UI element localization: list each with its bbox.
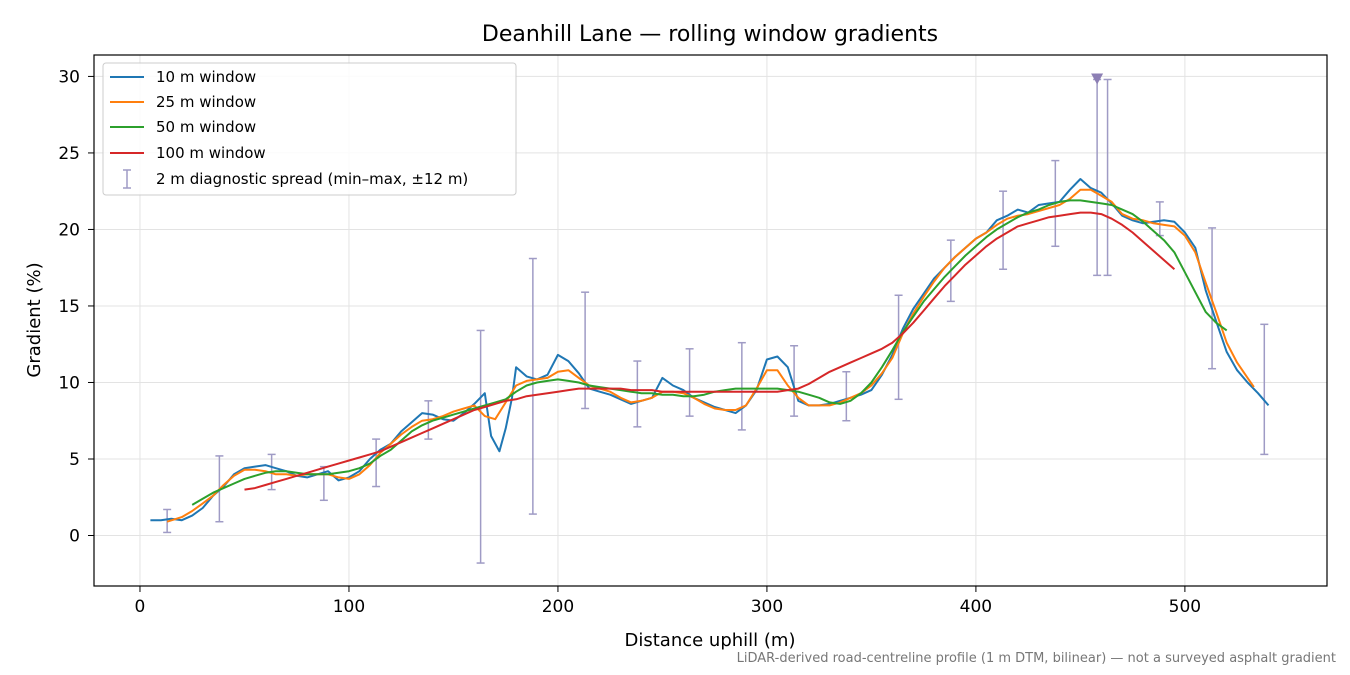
legend-box: [102, 62, 517, 196]
legend-label: 10 m window: [156, 68, 256, 86]
y-tick-label: 5: [69, 450, 80, 470]
clip-marker-triangle: [1091, 73, 1104, 85]
error-bar: [790, 344, 799, 417]
error-bar: [737, 341, 746, 431]
x-axis: 0 100 200 300 400 500: [135, 586, 1201, 617]
x-tick-label: 300: [751, 597, 783, 617]
legend-label: 25 m window: [156, 93, 256, 111]
legend-label: 2 m diagnostic spread (min–max, ±12 m): [156, 170, 468, 188]
x-tick-label: 500: [1169, 597, 1201, 617]
y-tick-label: 10: [58, 373, 80, 393]
legend: 10 m window 25 m window 50 m window 100 m w…: [102, 62, 517, 196]
error-bar: [1155, 201, 1164, 237]
x-tick-label: 200: [542, 597, 574, 617]
legend-label: 100 m window: [156, 144, 266, 162]
x-tick-label: 0: [135, 597, 146, 617]
x-axis-label: Distance uphill (m): [625, 630, 796, 651]
error-bar: [1260, 323, 1269, 456]
clip-marker: [1091, 73, 1104, 85]
x-tick-label: 400: [960, 597, 992, 617]
y-axis: 0 5 10 15 20 25 30: [58, 67, 94, 547]
plot-frame: [93, 54, 1328, 587]
error-bar: [999, 190, 1008, 270]
y-tick-label: 30: [58, 67, 80, 87]
y-tick-label: 0: [69, 527, 80, 547]
footnote: LiDAR-derived road-centreline profile (1…: [736, 651, 1336, 666]
error-bar: [581, 291, 590, 410]
error-bar: [1093, 78, 1102, 277]
y-tick-label: 25: [58, 144, 80, 164]
error-bar: [476, 329, 485, 564]
error-bar: [528, 257, 537, 515]
series-line: [166, 188, 1255, 523]
chart-title: Deanhill Lane — rolling window gradients: [482, 22, 938, 47]
legend-label: 50 m window: [156, 118, 256, 136]
x-tick-label: 100: [333, 597, 365, 617]
error-bar: [894, 294, 903, 401]
series-line: [244, 211, 1176, 491]
y-tick-label: 15: [58, 297, 80, 317]
series-lines: [150, 178, 1270, 523]
series-line: [191, 199, 1228, 506]
error-bar: [685, 348, 694, 417]
error-bar: [842, 371, 851, 422]
error-bar: [633, 360, 642, 428]
error-bar: [372, 438, 381, 488]
y-tick-label: 20: [58, 220, 80, 240]
error-bar: [1103, 78, 1112, 277]
y-axis-label: Gradient (%): [24, 262, 45, 377]
